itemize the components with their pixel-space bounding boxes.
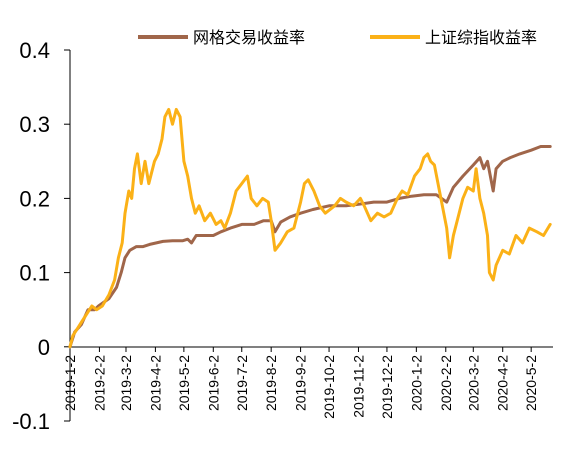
y-tick-label: 0.4 <box>19 38 50 63</box>
x-tick-label: 2019-11-2 <box>350 355 366 418</box>
y-tick-label: 0.1 <box>19 261 50 286</box>
legend-label: 上证综指收益率 <box>425 28 537 47</box>
legend: 网格交易收益率 上证综指收益率 <box>138 28 537 47</box>
x-tick-label: 2020-4-2 <box>495 355 511 411</box>
x-tick-label: 2019-10-2 <box>321 355 337 419</box>
x-tick-label: 2020-3-2 <box>465 355 481 411</box>
y-tick-label: 0 <box>38 335 50 360</box>
x-tick-label: 2019-6-2 <box>205 355 221 411</box>
y-tick-label: -0.1 <box>12 409 50 434</box>
x-tick-label: 2019-3-2 <box>118 355 134 411</box>
x-tick-label: 2019-1-2 <box>62 355 78 411</box>
series-layer <box>68 107 552 349</box>
x-tick-label: 2020-2-2 <box>438 355 454 411</box>
x-tick-label: 2019-8-2 <box>263 355 279 411</box>
y-tick-label: 0.3 <box>19 112 50 137</box>
x-tick-label: 2019-12-2 <box>379 355 395 419</box>
x-tick-label: 2019-2-2 <box>91 355 107 411</box>
x-tick-label: 2020-5-2 <box>523 355 539 411</box>
legend-label: 网格交易收益率 <box>193 28 305 47</box>
series-line-index-return <box>68 107 552 349</box>
y-tick-label: 0.2 <box>19 186 50 211</box>
x-tick-label: 2019-4-2 <box>147 355 163 411</box>
x-tick-label: 2019-7-2 <box>234 355 250 411</box>
x-tick-label: 2019-9-2 <box>293 355 309 411</box>
x-axis: 2019-1-2 2019-2-2 2019-3-2 2019-4-2 2019-5-2… <box>62 346 553 419</box>
x-tick-label: 2020-1-2 <box>408 355 424 411</box>
x-tick-label: 2019-5-2 <box>176 355 192 411</box>
y-axis: 0.4 0.3 0.2 0.1 0 -0.1 <box>12 38 71 434</box>
